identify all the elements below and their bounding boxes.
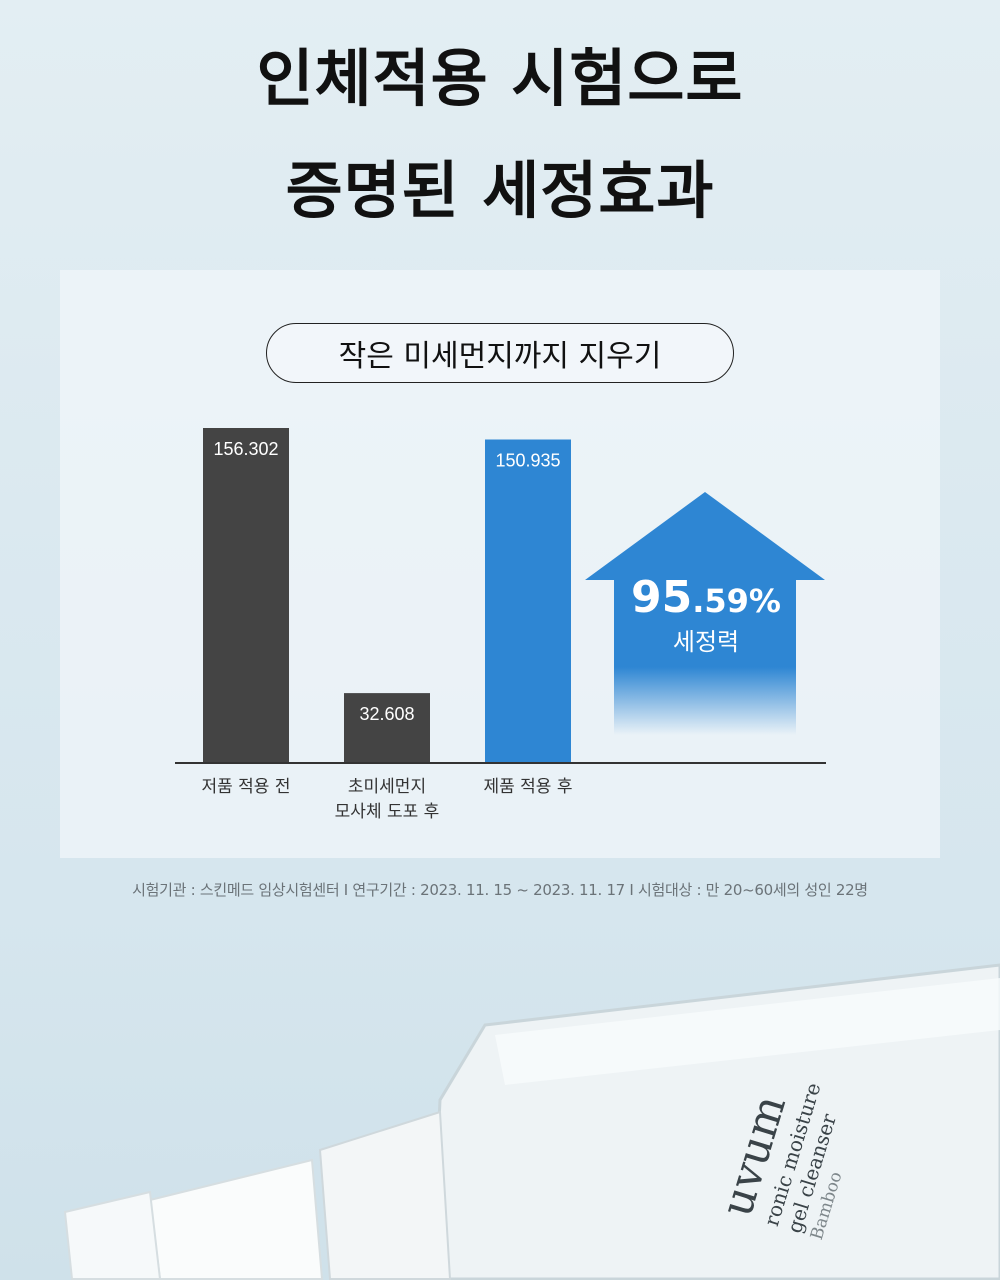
x-tick-label: 제품 적용 후 (438, 775, 618, 800)
callout-label: 세정력 (672, 628, 740, 656)
x-tick-line: 모사체 도포 후 (334, 802, 440, 822)
chart-badge: 작은 미세먼지까지 지우기 (266, 323, 734, 383)
pump-nozzle (63, 1190, 162, 1280)
bottle-highlight (495, 978, 1000, 1085)
bar-3 (485, 439, 571, 763)
x-tick-line: 초미세먼지 (347, 777, 427, 797)
bar-2 (344, 693, 430, 763)
x-tick-line: 저품 적용 전 (201, 777, 291, 797)
callout-percent: 95.59% (606, 572, 806, 623)
bottle-neck (318, 1110, 452, 1280)
up-arrow-icon (585, 492, 825, 735)
x-tick-label: 저품 적용 전 (156, 775, 336, 800)
bar-value-label: 156.302 (213, 439, 278, 459)
bar-1 (203, 428, 289, 763)
title-line-1: 인체적용 시험으로 (256, 42, 744, 115)
callout-value-small: .59% (692, 582, 781, 620)
footnote: 시험기관 : 스킨메드 임상시험센터 I 연구기간 : 2023. 11. 15… (132, 881, 868, 899)
x-tick-line: 제품 적용 후 (483, 777, 573, 797)
callout-value-big: 95 (631, 572, 693, 623)
pump-cap (148, 1158, 324, 1280)
title-line-2: 증명된 세정효과 (285, 154, 715, 227)
bar-value-label: 150.935 (495, 451, 560, 471)
bar-value-label: 32.608 (359, 704, 414, 724)
